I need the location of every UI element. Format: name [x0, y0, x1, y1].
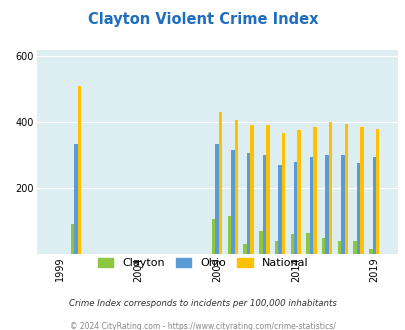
Bar — [281, 133, 285, 254]
Bar — [321, 238, 325, 254]
Bar — [344, 124, 347, 254]
Bar — [265, 125, 269, 254]
Bar — [262, 155, 265, 254]
Bar — [227, 216, 230, 254]
Bar — [290, 234, 293, 254]
Bar — [77, 86, 81, 254]
Bar — [258, 231, 262, 254]
Bar — [293, 162, 297, 254]
Bar — [234, 120, 237, 254]
Bar — [215, 144, 218, 254]
Bar — [243, 244, 246, 254]
Bar — [74, 144, 77, 254]
Legend: Clayton, Ohio, National: Clayton, Ohio, National — [98, 258, 307, 268]
Bar — [250, 125, 253, 254]
Text: Crime Index corresponds to incidents per 100,000 inhabitants: Crime Index corresponds to incidents per… — [69, 299, 336, 308]
Bar — [340, 155, 344, 254]
Bar — [325, 155, 328, 254]
Text: Clayton Violent Crime Index: Clayton Violent Crime Index — [87, 12, 318, 26]
Bar — [305, 233, 309, 254]
Bar — [368, 249, 372, 254]
Bar — [309, 157, 312, 254]
Bar — [246, 153, 250, 254]
Bar — [70, 224, 74, 254]
Bar — [278, 165, 281, 254]
Bar — [372, 157, 375, 254]
Bar — [211, 219, 215, 254]
Bar — [312, 127, 316, 254]
Bar — [352, 241, 356, 254]
Bar — [356, 163, 360, 254]
Bar — [328, 122, 332, 254]
Bar — [375, 129, 379, 254]
Bar — [218, 112, 222, 254]
Bar — [274, 241, 278, 254]
Bar — [360, 127, 363, 254]
Bar — [337, 241, 340, 254]
Bar — [297, 130, 300, 254]
Text: © 2024 CityRating.com - https://www.cityrating.com/crime-statistics/: © 2024 CityRating.com - https://www.city… — [70, 322, 335, 330]
Bar — [230, 150, 234, 254]
